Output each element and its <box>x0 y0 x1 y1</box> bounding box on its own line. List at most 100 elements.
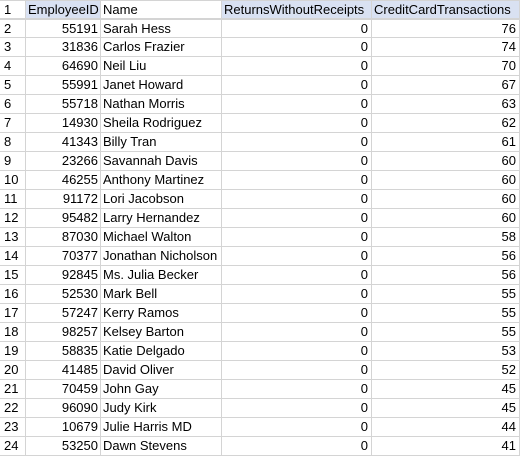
header-employee-id[interactable]: EmployeeID <box>26 0 101 19</box>
cell-credit-card-transactions[interactable]: 44 <box>372 418 520 437</box>
cell-name[interactable]: Julie Harris MD <box>101 418 222 437</box>
cell-returns-without-receipts[interactable]: 0 <box>222 418 372 437</box>
cell-returns-without-receipts[interactable]: 0 <box>222 342 372 361</box>
cell-returns-without-receipts[interactable]: 0 <box>222 437 372 456</box>
row-number[interactable]: 15 <box>0 266 26 285</box>
cell-employee-id[interactable]: 95482 <box>26 209 101 228</box>
cell-employee-id[interactable]: 70377 <box>26 247 101 266</box>
cell-employee-id[interactable]: 53250 <box>26 437 101 456</box>
row-number[interactable]: 8 <box>0 133 26 152</box>
cell-name[interactable]: Anthony Martinez <box>101 171 222 190</box>
cell-returns-without-receipts[interactable]: 0 <box>222 380 372 399</box>
cell-credit-card-transactions[interactable]: 70 <box>372 57 520 76</box>
cell-employee-id[interactable]: 91172 <box>26 190 101 209</box>
cell-employee-id[interactable]: 55191 <box>26 19 101 38</box>
cell-name[interactable]: Sarah Hess <box>101 19 222 38</box>
row-number[interactable]: 18 <box>0 323 26 342</box>
cell-credit-card-transactions[interactable]: 45 <box>372 380 520 399</box>
header-name[interactable]: Name <box>101 0 222 19</box>
row-number[interactable]: 16 <box>0 285 26 304</box>
row-number[interactable]: 13 <box>0 228 26 247</box>
cell-employee-id[interactable]: 98257 <box>26 323 101 342</box>
row-number[interactable]: 6 <box>0 95 26 114</box>
cell-credit-card-transactions[interactable]: 41 <box>372 437 520 456</box>
cell-credit-card-transactions[interactable]: 58 <box>372 228 520 247</box>
cell-returns-without-receipts[interactable]: 0 <box>222 95 372 114</box>
cell-credit-card-transactions[interactable]: 56 <box>372 266 520 285</box>
cell-name[interactable]: Ms. Julia Becker <box>101 266 222 285</box>
cell-credit-card-transactions[interactable]: 56 <box>372 247 520 266</box>
cell-name[interactable]: David Oliver <box>101 361 222 380</box>
row-number[interactable]: 2 <box>0 19 26 38</box>
cell-returns-without-receipts[interactable]: 0 <box>222 399 372 418</box>
cell-returns-without-receipts[interactable]: 0 <box>222 266 372 285</box>
cell-employee-id[interactable]: 41343 <box>26 133 101 152</box>
cell-credit-card-transactions[interactable]: 62 <box>372 114 520 133</box>
row-number[interactable]: 24 <box>0 437 26 456</box>
cell-returns-without-receipts[interactable]: 0 <box>222 38 372 57</box>
cell-credit-card-transactions[interactable]: 60 <box>372 152 520 171</box>
cell-name[interactable]: Michael Walton <box>101 228 222 247</box>
row-number[interactable]: 12 <box>0 209 26 228</box>
row-number[interactable]: 5 <box>0 76 26 95</box>
cell-name[interactable]: Carlos Frazier <box>101 38 222 57</box>
cell-returns-without-receipts[interactable]: 0 <box>222 19 372 38</box>
cell-credit-card-transactions[interactable]: 55 <box>372 285 520 304</box>
cell-name[interactable]: John Gay <box>101 380 222 399</box>
cell-employee-id[interactable]: 58835 <box>26 342 101 361</box>
cell-returns-without-receipts[interactable]: 0 <box>222 285 372 304</box>
cell-employee-id[interactable]: 52530 <box>26 285 101 304</box>
cell-returns-without-receipts[interactable]: 0 <box>222 228 372 247</box>
cell-name[interactable]: Katie Delgado <box>101 342 222 361</box>
cell-credit-card-transactions[interactable]: 45 <box>372 399 520 418</box>
row-number[interactable]: 14 <box>0 247 26 266</box>
row-number[interactable]: 19 <box>0 342 26 361</box>
cell-employee-id[interactable]: 14930 <box>26 114 101 133</box>
cell-credit-card-transactions[interactable]: 61 <box>372 133 520 152</box>
cell-name[interactable]: Judy Kirk <box>101 399 222 418</box>
cell-returns-without-receipts[interactable]: 0 <box>222 190 372 209</box>
row-number[interactable]: 23 <box>0 418 26 437</box>
cell-employee-id[interactable]: 57247 <box>26 304 101 323</box>
row-number[interactable]: 3 <box>0 38 26 57</box>
cell-name[interactable]: Kerry Ramos <box>101 304 222 323</box>
cell-credit-card-transactions[interactable]: 60 <box>372 190 520 209</box>
cell-name[interactable]: Dawn Stevens <box>101 437 222 456</box>
cell-name[interactable]: Larry Hernandez <box>101 209 222 228</box>
cell-returns-without-receipts[interactable]: 0 <box>222 114 372 133</box>
cell-returns-without-receipts[interactable]: 0 <box>222 304 372 323</box>
row-number[interactable]: 1 <box>0 0 26 19</box>
cell-returns-without-receipts[interactable]: 0 <box>222 57 372 76</box>
cell-returns-without-receipts[interactable]: 0 <box>222 171 372 190</box>
cell-employee-id[interactable]: 23266 <box>26 152 101 171</box>
cell-name[interactable]: Neil Liu <box>101 57 222 76</box>
cell-name[interactable]: Nathan Morris <box>101 95 222 114</box>
cell-credit-card-transactions[interactable]: 53 <box>372 342 520 361</box>
cell-returns-without-receipts[interactable]: 0 <box>222 133 372 152</box>
cell-employee-id[interactable]: 96090 <box>26 399 101 418</box>
row-number[interactable]: 20 <box>0 361 26 380</box>
cell-employee-id[interactable]: 87030 <box>26 228 101 247</box>
cell-credit-card-transactions[interactable]: 76 <box>372 19 520 38</box>
cell-credit-card-transactions[interactable]: 60 <box>372 171 520 190</box>
row-number[interactable]: 10 <box>0 171 26 190</box>
cell-name[interactable]: Kelsey Barton <box>101 323 222 342</box>
row-number[interactable]: 4 <box>0 57 26 76</box>
cell-credit-card-transactions[interactable]: 74 <box>372 38 520 57</box>
cell-credit-card-transactions[interactable]: 52 <box>372 361 520 380</box>
row-number[interactable]: 9 <box>0 152 26 171</box>
row-number[interactable]: 7 <box>0 114 26 133</box>
cell-credit-card-transactions[interactable]: 55 <box>372 304 520 323</box>
row-number[interactable]: 11 <box>0 190 26 209</box>
cell-name[interactable]: Jonathan Nicholson <box>101 247 222 266</box>
cell-name[interactable]: Billy Tran <box>101 133 222 152</box>
cell-name[interactable]: Savannah Davis <box>101 152 222 171</box>
cell-employee-id[interactable]: 70459 <box>26 380 101 399</box>
cell-employee-id[interactable]: 10679 <box>26 418 101 437</box>
row-number[interactable]: 21 <box>0 380 26 399</box>
cell-credit-card-transactions[interactable]: 55 <box>372 323 520 342</box>
cell-credit-card-transactions[interactable]: 63 <box>372 95 520 114</box>
cell-returns-without-receipts[interactable]: 0 <box>222 323 372 342</box>
cell-returns-without-receipts[interactable]: 0 <box>222 152 372 171</box>
cell-employee-id[interactable]: 92845 <box>26 266 101 285</box>
